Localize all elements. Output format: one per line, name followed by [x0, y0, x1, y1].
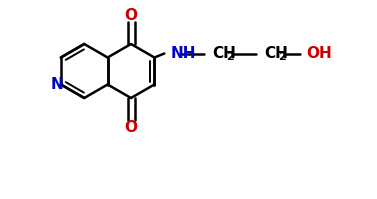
Text: 2: 2: [278, 53, 286, 62]
Text: N: N: [51, 77, 63, 92]
Text: O: O: [124, 120, 138, 135]
Text: CH: CH: [264, 46, 288, 61]
Text: 2: 2: [226, 53, 234, 62]
Text: CH: CH: [212, 46, 236, 61]
Text: NH: NH: [170, 46, 196, 61]
Text: OH: OH: [307, 46, 332, 61]
Text: O: O: [124, 8, 138, 22]
